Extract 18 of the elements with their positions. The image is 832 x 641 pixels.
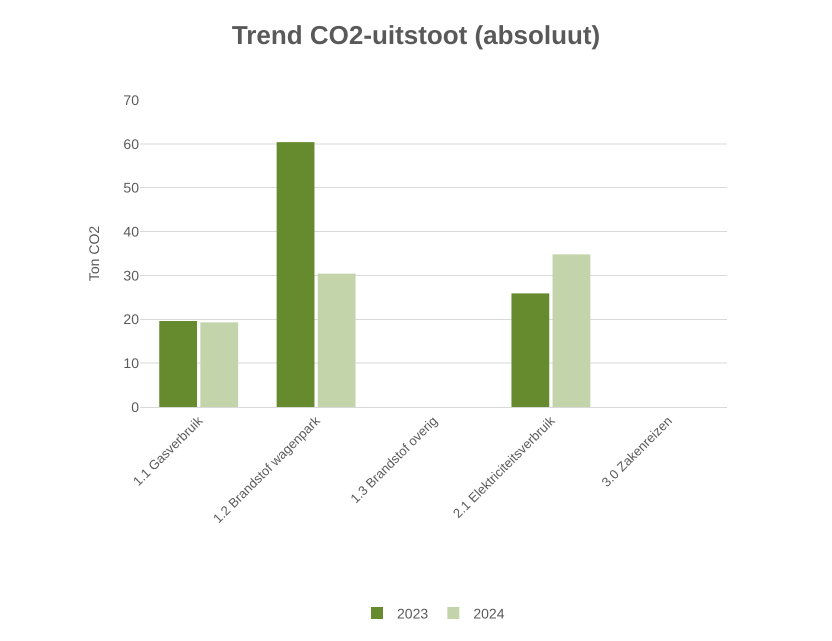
- y-tick-label: 40: [123, 223, 140, 240]
- legend-label: 2024: [473, 605, 505, 622]
- y-tick-label: 60: [123, 136, 140, 152]
- bar: [200, 322, 238, 407]
- chart-title: Trend CO2-uitstoot (absoluut): [232, 20, 600, 50]
- bar: [552, 254, 590, 407]
- bar: [276, 142, 314, 407]
- y-tick-label: 70: [123, 92, 140, 108]
- y-axis-title: Ton CO2: [86, 226, 102, 282]
- bar: [159, 321, 198, 407]
- y-tick-label: 50: [123, 180, 140, 196]
- legend-label: 2023: [397, 605, 428, 622]
- bar: [318, 274, 356, 407]
- bar: [511, 293, 550, 407]
- y-tick-label: 30: [123, 267, 140, 284]
- y-tick-label: 0: [131, 398, 140, 415]
- y-tick-label: 20: [123, 311, 140, 328]
- y-tick-label: 10: [123, 355, 140, 372]
